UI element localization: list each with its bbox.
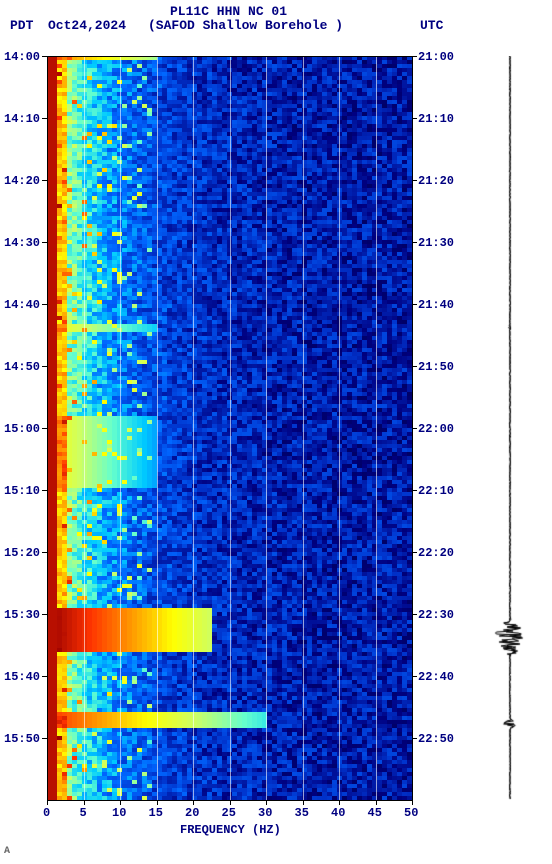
ytick-right-mark (412, 676, 417, 677)
xtick-label: 15 (149, 806, 163, 820)
ytick-left-mark (42, 738, 47, 739)
xtick-mark (120, 800, 121, 805)
xtick-label: 50 (404, 806, 418, 820)
ytick-right-label: 22:20 (418, 546, 454, 560)
ytick-left-label: 15:20 (4, 546, 40, 560)
xtick-label: 5 (80, 806, 87, 820)
ytick-right-label: 22:30 (418, 608, 454, 622)
ytick-left-mark (42, 490, 47, 491)
gridline-v (230, 56, 231, 800)
ytick-left-mark (42, 676, 47, 677)
gridline-v (120, 56, 121, 800)
header-tz-right: UTC (420, 18, 443, 33)
ytick-right-label: 21:00 (418, 50, 454, 64)
ytick-right-label: 22:10 (418, 484, 454, 498)
header-tz-left: PDT (10, 18, 33, 33)
ytick-right-mark (412, 366, 417, 367)
xtick-mark (84, 800, 85, 805)
gridline-v (157, 56, 158, 800)
header-title-line1: PL11C HHN NC 01 (170, 4, 287, 19)
xtick-mark (412, 800, 413, 805)
ytick-left-label: 15:00 (4, 422, 40, 436)
ytick-right-mark (412, 490, 417, 491)
ytick-left-label: 14:50 (4, 360, 40, 374)
page-root: PL11C HHN NC 01 PDT Oct24,2024 (SAFOD Sh… (0, 0, 552, 864)
ytick-right-label: 22:40 (418, 670, 454, 684)
ytick-left-mark (42, 180, 47, 181)
ytick-right-mark (412, 180, 417, 181)
xtick-mark (303, 800, 304, 805)
footer-mark: A (4, 846, 10, 857)
xtick-label: 0 (43, 806, 50, 820)
ytick-left-mark (42, 242, 47, 243)
xtick-mark (47, 800, 48, 805)
ytick-left-label: 15:30 (4, 608, 40, 622)
axis-top (47, 56, 412, 57)
ytick-left-mark (42, 118, 47, 119)
ytick-right-label: 21:30 (418, 236, 454, 250)
seismogram-waveform (490, 56, 530, 800)
ytick-right-mark (412, 614, 417, 615)
ytick-right-mark (412, 738, 417, 739)
ytick-right-label: 21:40 (418, 298, 454, 312)
ytick-left-label: 14:00 (4, 50, 40, 64)
ytick-right-label: 22:00 (418, 422, 454, 436)
xtick-label: 10 (112, 806, 126, 820)
xtick-mark (230, 800, 231, 805)
ytick-left-mark (42, 304, 47, 305)
ytick-left-label: 14:10 (4, 112, 40, 126)
x-axis-title: FREQUENCY (HZ) (180, 823, 281, 837)
ytick-right-mark (412, 552, 417, 553)
header-station-name: (SAFOD Shallow Borehole ) (148, 18, 343, 33)
xtick-mark (157, 800, 158, 805)
xtick-label: 30 (258, 806, 272, 820)
ytick-left-mark (42, 614, 47, 615)
ytick-left-label: 15:10 (4, 484, 40, 498)
ytick-right-label: 21:10 (418, 112, 454, 126)
ytick-right-mark (412, 56, 417, 57)
ytick-right-mark (412, 242, 417, 243)
xtick-label: 45 (368, 806, 382, 820)
gridline-v (84, 56, 85, 800)
xtick-label: 25 (222, 806, 236, 820)
xtick-label: 40 (331, 806, 345, 820)
gridline-v (376, 56, 377, 800)
gridline-v (303, 56, 304, 800)
ytick-right-mark (412, 118, 417, 119)
xtick-mark (266, 800, 267, 805)
ytick-left-label: 15:40 (4, 670, 40, 684)
ytick-left-label: 14:30 (4, 236, 40, 250)
header-date: Oct24,2024 (48, 18, 126, 33)
ytick-right-mark (412, 428, 417, 429)
ytick-right-label: 21:50 (418, 360, 454, 374)
xtick-mark (339, 800, 340, 805)
ytick-left-mark (42, 56, 47, 57)
ytick-right-label: 22:50 (418, 732, 454, 746)
ytick-left-label: 14:20 (4, 174, 40, 188)
ytick-left-mark (42, 366, 47, 367)
ytick-left-mark (42, 428, 47, 429)
gridline-v (266, 56, 267, 800)
xtick-label: 35 (295, 806, 309, 820)
ytick-right-mark (412, 304, 417, 305)
ytick-left-label: 15:50 (4, 732, 40, 746)
gridline-v (339, 56, 340, 800)
xtick-label: 20 (185, 806, 199, 820)
gridline-v (193, 56, 194, 800)
ytick-left-label: 14:40 (4, 298, 40, 312)
ytick-left-mark (42, 552, 47, 553)
xtick-mark (193, 800, 194, 805)
axis-left (47, 56, 48, 800)
xtick-mark (376, 800, 377, 805)
ytick-right-label: 21:20 (418, 174, 454, 188)
